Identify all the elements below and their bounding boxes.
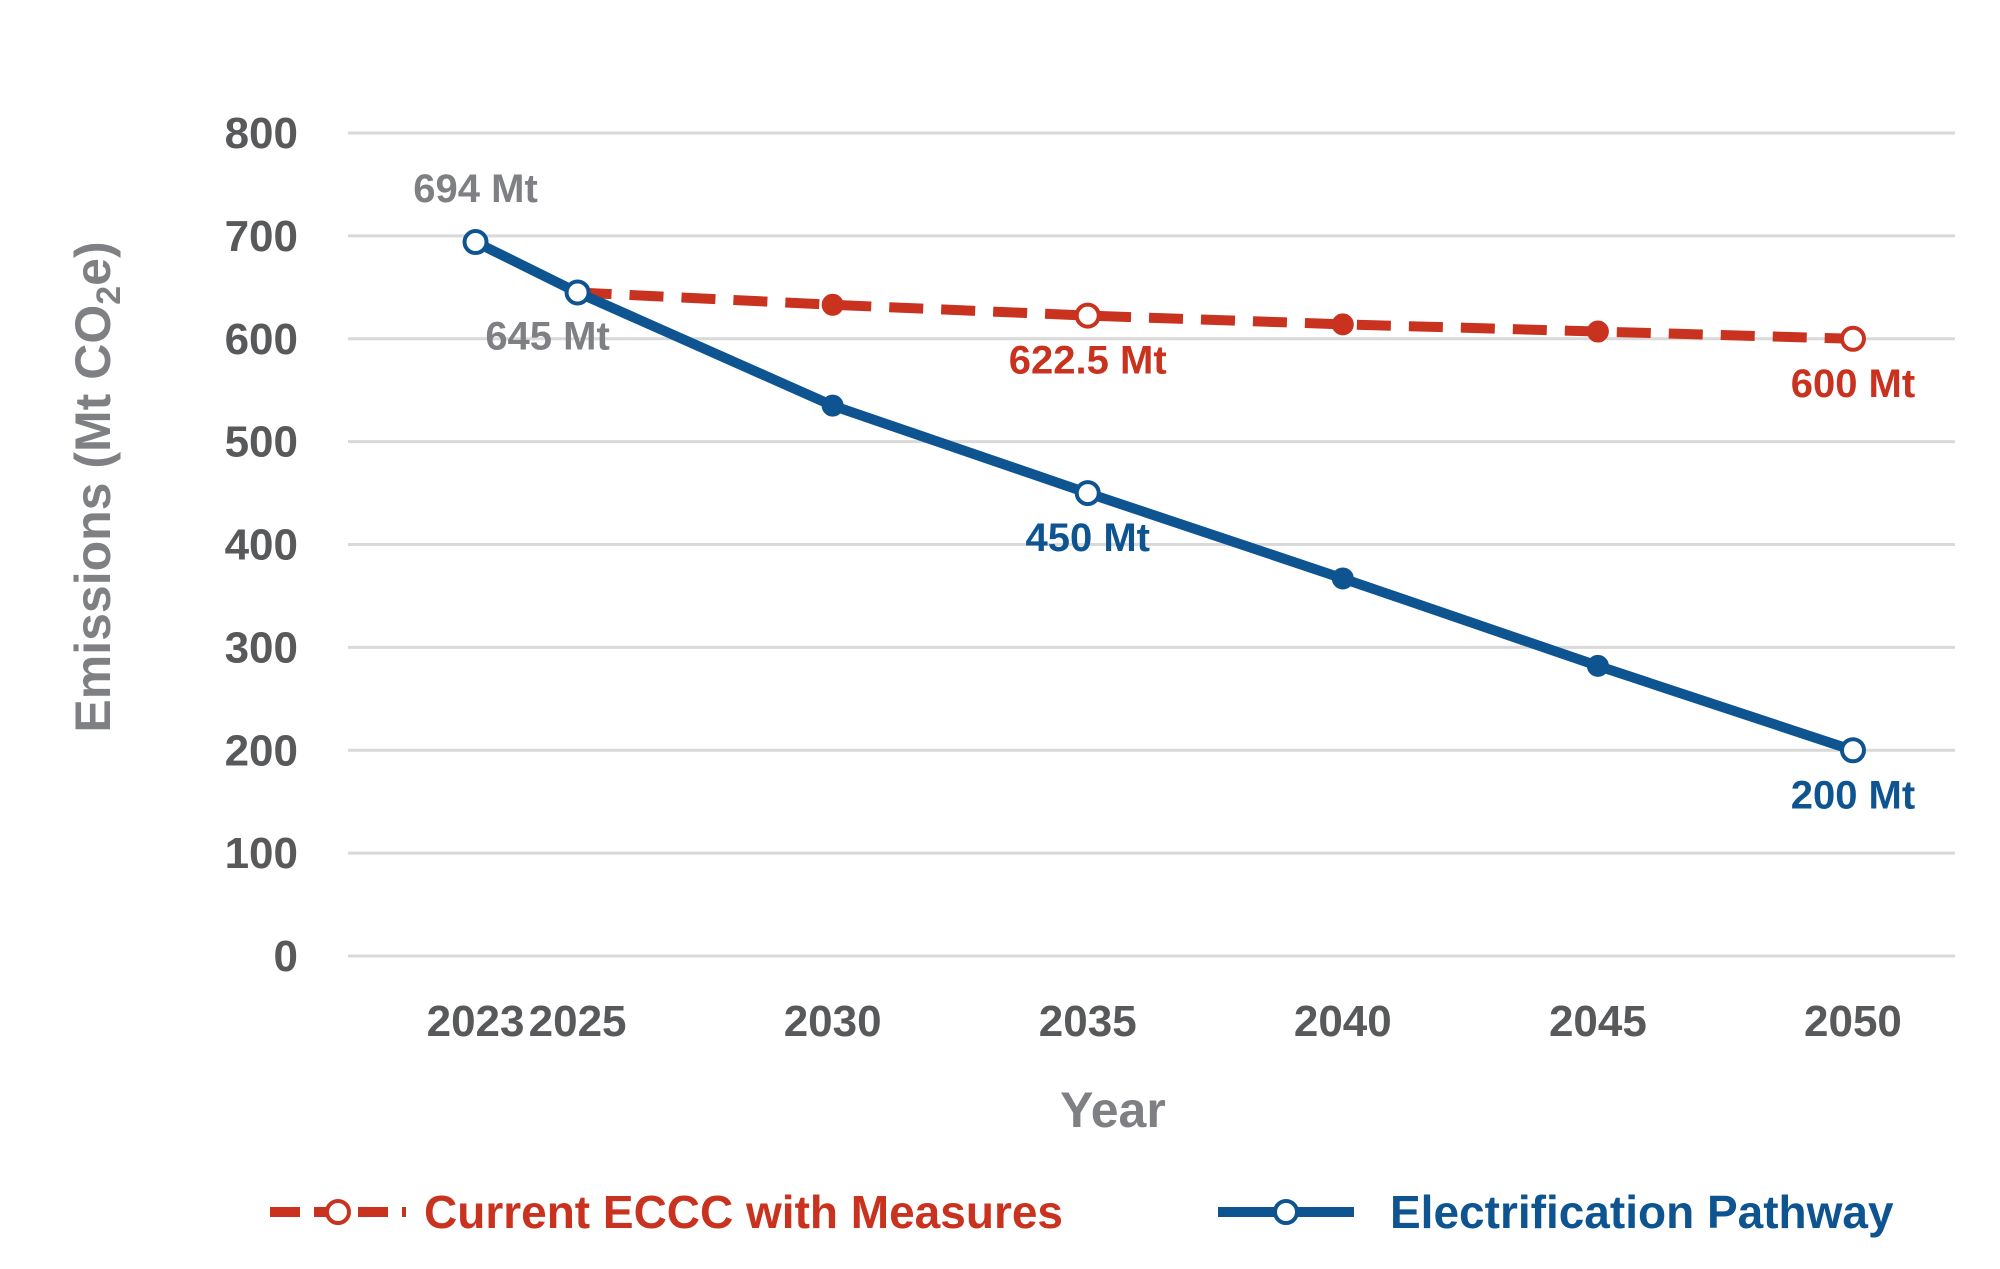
data-point [1331,567,1354,590]
data-point [1586,654,1609,677]
series-layer [462,229,1866,764]
data-label: 600 Mt [1791,362,1916,406]
x-tick-label: 2040 [1294,997,1392,1046]
data-label: 622.5 Mt [1009,339,1167,383]
data-point [1074,302,1101,329]
data-point [821,394,844,417]
x-axis-ticks: 2023 2025 2030 2035 2040 2045 2050 [427,997,1902,1046]
series-line-current-eccc [577,287,1854,344]
data-labels: 694 Mt 645 Mt 622.5 Mt 600 Mt 450 Mt 200 Mt [413,167,1915,817]
x-tick-label: 2050 [1804,997,1902,1046]
y-tick-label: 800 [225,109,298,158]
y-tick-label: 300 [225,623,298,672]
data-point [564,279,591,306]
x-axis-title: Year [1060,1082,1166,1138]
data-point [821,293,844,316]
x-tick-label: 2025 [529,997,627,1046]
y-tick-label: 500 [225,418,298,467]
y-tick-label: 200 [225,726,298,775]
legend-electrification-label: Electrification Pathway [1390,1186,1894,1238]
y-tick-label: 0 [274,932,298,981]
data-point [462,229,489,256]
y-axis-title: Emissions (Mt CO2e) [65,241,128,732]
y-tick-label: 700 [225,212,298,261]
data-point [1074,480,1101,507]
y-tick-label: 600 [225,315,298,364]
y-tick-label: 100 [225,829,298,878]
data-point [1839,737,1866,764]
data-label: 200 Mt [1791,773,1916,817]
data-label: 694 Mt [413,167,538,211]
data-label: 450 Mt [1025,516,1150,560]
data-point [1839,325,1866,352]
grid-lines [348,131,1955,958]
x-tick-label: 2035 [1039,997,1137,1046]
x-tick-label: 2030 [784,997,882,1046]
data-point [1586,320,1609,343]
y-tick-label: 400 [225,521,298,570]
data-label: 645 Mt [485,314,610,358]
data-point [1331,313,1354,336]
legend-current-eccc-label: Current ECCC with Measures [424,1186,1063,1238]
legend-current-eccc-marker [325,1199,351,1225]
legend: Current ECCC with Measures Electrificatio… [270,1186,1894,1238]
y-axis-ticks: 0 100 200 300 400 500 600 700 800 [225,109,298,981]
x-tick-label: 2045 [1549,997,1647,1046]
x-tick-label: 2023 [427,997,525,1046]
legend-electrification-marker [1273,1199,1299,1225]
